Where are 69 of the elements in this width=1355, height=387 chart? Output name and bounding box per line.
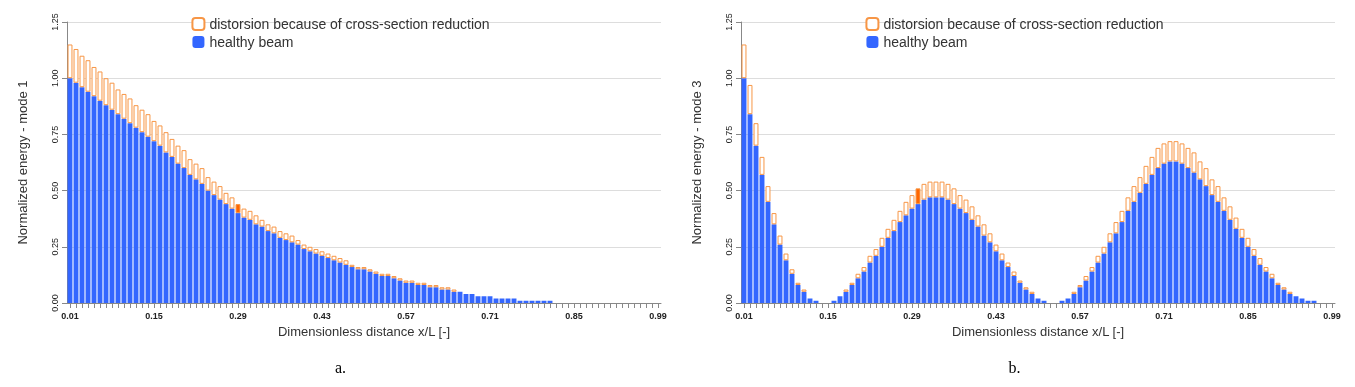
y-tick-label: 1.00	[49, 69, 60, 87]
y-tick-label: 0.75	[49, 125, 60, 144]
x-tick-label: 0.29	[229, 310, 247, 321]
bar	[867, 255, 873, 263]
y-tick-label: 1.25	[49, 13, 60, 31]
bar	[1251, 249, 1257, 256]
x-tick-label: 0.01	[61, 310, 79, 321]
text: a.	[334, 358, 347, 376]
x-tick-label: 0.85	[565, 310, 583, 321]
bar	[1257, 258, 1263, 265]
bar	[1089, 267, 1095, 272]
y-axis-title: Normalized energy - mode 1	[15, 80, 30, 245]
y-tick-label: 0.50	[723, 181, 734, 200]
bar	[741, 44, 747, 79]
x-tick-label: 0.99	[649, 310, 667, 321]
bar	[759, 156, 765, 175]
y-tick-label: 0.25	[49, 238, 60, 256]
bar	[753, 123, 759, 146]
bar	[777, 235, 783, 245]
x-tick-label: 0.57	[397, 310, 415, 321]
bar	[783, 253, 789, 261]
y-tick-label: 0.00	[49, 294, 60, 312]
bar	[1095, 255, 1101, 263]
bar	[993, 244, 999, 252]
x-tick-label: 0.43	[313, 310, 331, 321]
bar	[1119, 210, 1125, 223]
y-axis-title: Normalized energy - mode 3	[689, 80, 704, 245]
x-tick-label: 0.15	[145, 310, 163, 321]
x-tick-label: 0.29	[903, 310, 921, 321]
bar	[1245, 237, 1251, 247]
bar	[1269, 273, 1275, 279]
legend-label: healthy beam	[883, 34, 968, 50]
bar	[861, 267, 867, 272]
x-tick-label: 0.01	[735, 310, 753, 321]
bar	[1011, 271, 1017, 277]
x-axis-title: Dimensionless distance x/L [-]	[951, 324, 1125, 339]
x-tick-label: 0.43	[987, 310, 1005, 321]
legend-label: healthy beam	[209, 34, 294, 50]
y-tick-label: 1.00	[723, 69, 734, 87]
bar	[1083, 276, 1089, 281]
bar	[1239, 228, 1245, 238]
bar	[747, 84, 753, 115]
bar	[1101, 246, 1107, 254]
bar	[1005, 262, 1011, 268]
x-axis-title: Dimensionless distance x/L [-]	[277, 324, 451, 339]
y-tick-label: 0.00	[723, 294, 734, 312]
x-tick-label: 0.71	[1155, 310, 1173, 321]
x-tick-label: 0.57	[1071, 310, 1089, 321]
x-tick-label: 0.85	[1239, 310, 1257, 321]
bar	[1107, 233, 1113, 243]
x-tick-label: 0.71	[481, 310, 499, 321]
bar	[873, 249, 879, 256]
bar	[765, 186, 771, 202]
bar	[789, 269, 795, 274]
bar	[855, 273, 861, 279]
y-tick-label: 1.25	[723, 13, 734, 31]
bar	[879, 237, 885, 247]
y-tick-label: 0.50	[49, 181, 60, 200]
text: b.	[1008, 358, 1021, 376]
bar	[1263, 267, 1269, 272]
x-tick-label: 0.99	[1323, 310, 1341, 321]
x-tick-label: 0.15	[819, 310, 837, 321]
bar	[1113, 222, 1119, 234]
legend-label: distorsion because of cross-section reduction	[883, 16, 1164, 32]
bar	[771, 213, 777, 225]
bar	[999, 253, 1005, 261]
legend-label: distorsion because of cross-section reduction	[209, 16, 490, 32]
y-tick-label: 0.25	[723, 238, 734, 256]
y-tick-label: 0.75	[723, 125, 734, 144]
